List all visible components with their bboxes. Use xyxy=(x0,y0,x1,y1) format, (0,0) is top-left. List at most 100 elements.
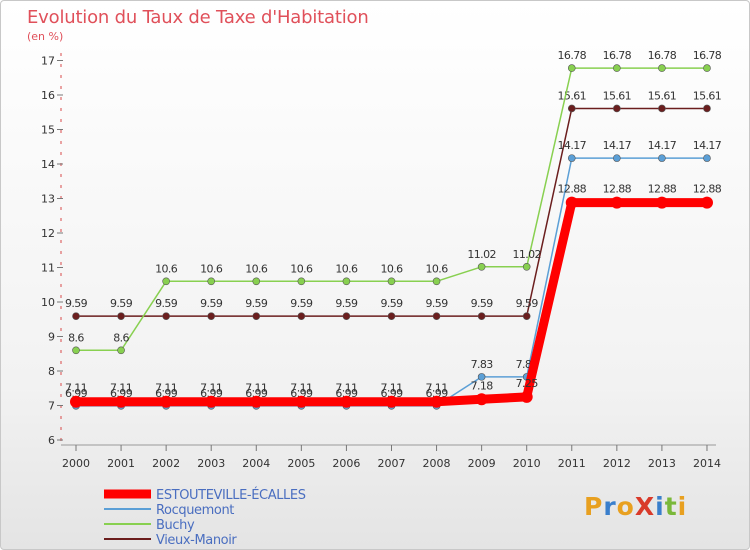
y-tick-label: 17 xyxy=(41,55,55,68)
data-point xyxy=(252,312,261,320)
data-point xyxy=(117,346,125,355)
data-point xyxy=(522,263,531,271)
data-label: 9.59 xyxy=(516,297,539,310)
legend-label: Rocquemont xyxy=(156,503,234,518)
data-point xyxy=(613,104,621,113)
logo-letter: i xyxy=(655,492,665,521)
y-tick-label: 10 xyxy=(41,296,55,309)
data-label: 6.99 xyxy=(65,387,88,400)
data-point xyxy=(477,263,486,271)
legend-label: ESTOUTEVILLE-ÉCALLES xyxy=(156,487,306,503)
data-point xyxy=(340,395,353,408)
data-label: 12.88 xyxy=(558,183,587,196)
data-label: 9.59 xyxy=(110,297,133,310)
data-label: 10.6 xyxy=(290,262,313,275)
data-label: 16.78 xyxy=(648,49,677,62)
data-label: 12.88 xyxy=(603,183,632,196)
y-tick-label: 16 xyxy=(41,89,55,102)
data-label: 7.11 xyxy=(65,382,87,395)
logo-letter: X xyxy=(634,492,656,521)
data-label: 6.99 xyxy=(426,387,449,400)
y-tick-label: 9 xyxy=(48,331,55,344)
data-label: 10.6 xyxy=(245,262,268,275)
x-tick-label: 2002 xyxy=(152,457,180,470)
y-tick-label: 8 xyxy=(48,365,55,378)
data-label: 10.6 xyxy=(200,262,223,275)
data-label: 9.59 xyxy=(65,297,88,310)
legend-label: Buchy xyxy=(156,518,195,533)
data-point xyxy=(565,196,578,209)
data-point xyxy=(250,395,263,408)
proxiti-logo: ProXiti xyxy=(584,492,687,521)
logo-letter: o xyxy=(616,492,635,521)
data-label: 6.99 xyxy=(200,387,223,400)
data-point xyxy=(387,277,396,286)
data-point xyxy=(252,277,261,286)
data-label: 7.11 xyxy=(290,382,312,395)
series-estouteville-calles: 7.11 7.11 7.11 7.11 7.11 7.11 7.11 7.11 7.11 7.18… xyxy=(65,183,722,408)
data-point xyxy=(342,312,351,320)
chart-subtitle: (en %) xyxy=(27,30,64,43)
data-label: 9.59 xyxy=(245,297,268,310)
data-label: 7.83 xyxy=(471,358,494,371)
y-tick-label: 14 xyxy=(41,158,55,171)
data-label: 6.99 xyxy=(110,387,133,400)
data-label: 9.59 xyxy=(335,297,358,310)
data-label: 6.99 xyxy=(380,387,403,400)
data-point xyxy=(387,312,396,320)
data-label: 15.61 xyxy=(603,89,632,102)
x-tick-label: 2014 xyxy=(693,457,721,470)
data-label: 11.02 xyxy=(467,248,496,261)
data-point xyxy=(658,64,666,72)
data-label: 12.88 xyxy=(693,183,722,196)
data-point xyxy=(430,395,443,408)
logo-letter: r xyxy=(603,492,617,521)
data-point xyxy=(658,154,666,162)
data-label: 6.99 xyxy=(155,387,178,400)
x-tick-label: 2009 xyxy=(468,457,496,470)
x-tick-label: 2007 xyxy=(377,457,405,470)
data-point xyxy=(520,390,533,403)
x-tick-label: 2006 xyxy=(332,457,360,470)
data-point xyxy=(297,312,306,320)
data-label: 7.25 xyxy=(516,377,539,390)
data-label: 10.6 xyxy=(335,262,358,275)
data-point xyxy=(477,373,486,381)
data-label: 10.6 xyxy=(380,262,403,275)
data-point xyxy=(295,395,308,408)
data-point xyxy=(522,312,531,320)
data-label: 15.61 xyxy=(648,89,677,102)
data-label: 16.78 xyxy=(603,49,632,62)
y-tick-label: 12 xyxy=(41,227,55,240)
data-point xyxy=(703,154,711,162)
data-point xyxy=(432,277,441,286)
data-point xyxy=(162,312,170,320)
data-point xyxy=(703,104,711,113)
y-tick-label: 6 xyxy=(48,434,55,447)
data-label: 14.17 xyxy=(558,139,587,152)
data-point xyxy=(703,64,711,72)
chart-title: Evolution du Taux de Taxe d'Habitation xyxy=(27,7,369,28)
data-point xyxy=(117,312,125,320)
x-tick-label: 2012 xyxy=(603,457,631,470)
data-point xyxy=(477,312,486,320)
legend-label: Vieux-Manoir xyxy=(156,533,237,548)
data-label: 7.11 xyxy=(200,382,222,395)
data-label: 7.11 xyxy=(335,382,357,395)
data-point xyxy=(655,196,668,209)
data-label: 7.11 xyxy=(380,382,402,395)
x-tick-label: 2004 xyxy=(242,457,270,470)
data-label: 8.6 xyxy=(68,331,84,344)
x-tick-label: 2011 xyxy=(558,457,586,470)
data-label: 9.59 xyxy=(380,297,403,310)
data-point xyxy=(72,346,80,355)
data-label: 14.17 xyxy=(603,139,632,152)
data-label: 9.59 xyxy=(290,297,313,310)
data-label: 15.61 xyxy=(693,89,722,102)
data-point xyxy=(567,64,576,72)
x-tick-label: 2003 xyxy=(197,457,225,470)
data-label: 11.02 xyxy=(512,248,541,261)
data-point xyxy=(475,393,488,406)
